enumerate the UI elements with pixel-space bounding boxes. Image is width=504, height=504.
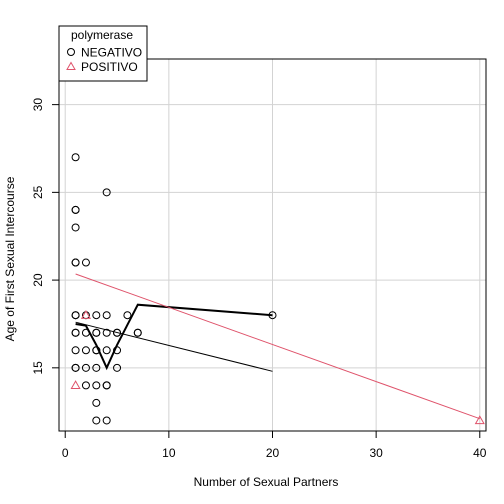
point-negativo [103,347,110,354]
point-negativo [93,399,100,406]
x-tick-label: 40 [473,446,487,460]
point-negativo [93,329,100,336]
y-axis-label: Age of First Sexual Intercourse [3,176,17,341]
legend: polymerase NEGATIVO POSITIVO [59,26,147,81]
point-negativo [72,259,79,266]
x-tick-label: 0 [62,446,69,460]
grid-lines [59,59,486,431]
point-negativo [72,206,79,213]
point-negativo [93,312,100,319]
point-negativo [72,329,79,336]
legend-title: polymerase [71,28,133,42]
point-positivo [71,381,79,388]
legend-label-positivo: POSITIVO [81,60,138,74]
legend-label-negativo: NEGATIVO [81,46,142,60]
point-negativo [72,224,79,231]
point-negativo [82,329,89,336]
y-tick-label: 25 [31,185,45,199]
point-negativo [93,417,100,424]
point-negativo [82,259,89,266]
point-negativo [103,312,110,319]
regression-line [76,274,480,419]
point-negativo [124,312,131,319]
point-negativo [72,312,79,319]
point-negativo [103,417,110,424]
point-negativo [82,347,89,354]
data-points [71,65,484,424]
point-negativo [72,154,79,161]
y-tick-label: 15 [31,361,45,375]
point-negativo [134,329,141,336]
point-negativo [82,382,89,389]
x-tick-label: 30 [369,446,383,460]
y-axis: 15 20 25 30 [31,98,59,375]
x-axis-label: Number of Sexual Partners [194,475,339,489]
x-axis: 0 10 20 30 40 [62,431,487,460]
x-tick-label: 20 [266,446,280,460]
fit-lines [76,274,480,419]
y-tick-label: 20 [31,273,45,287]
x-tick-label: 10 [162,446,176,460]
y-tick-label: 30 [31,98,45,112]
point-negativo [72,347,79,354]
point-negativo [103,382,110,389]
point-negativo [93,382,100,389]
